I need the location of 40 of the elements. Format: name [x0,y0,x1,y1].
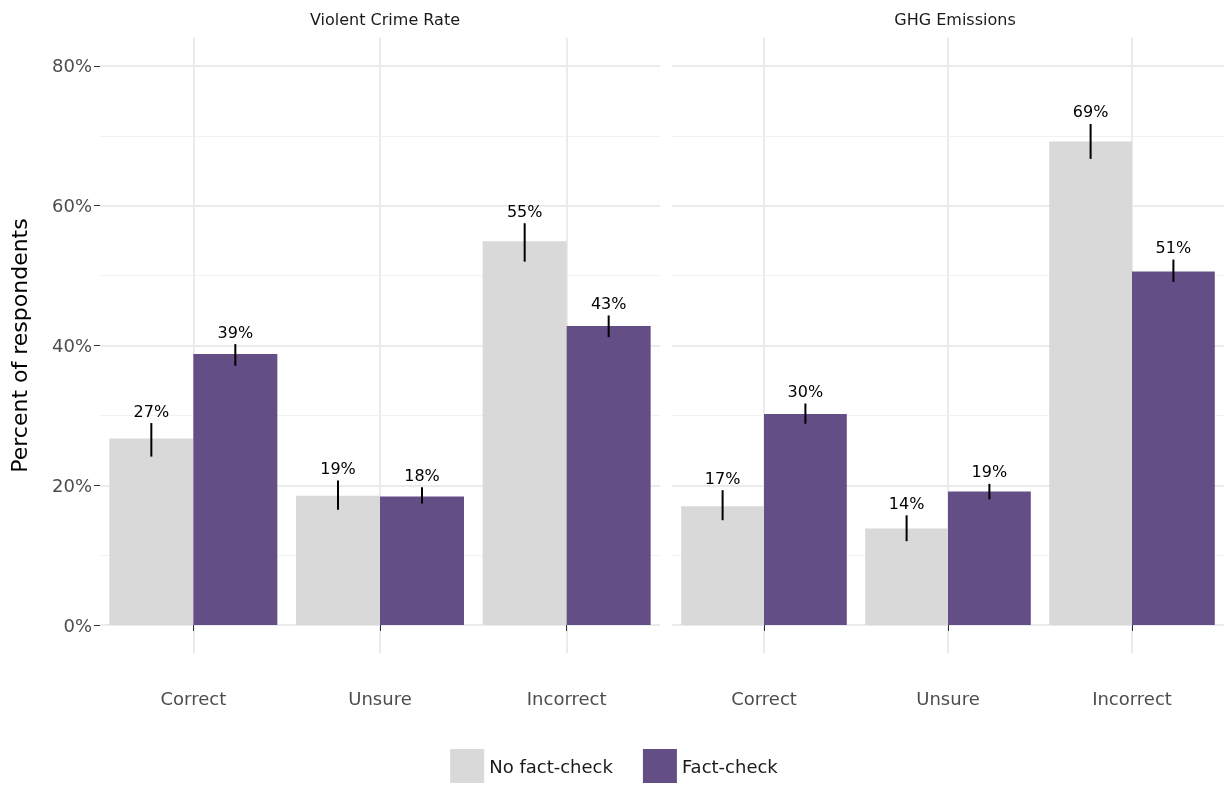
data-label: 19% [971,462,1008,482]
bar [764,413,847,626]
data-label: 18% [404,465,440,485]
data-label: 69% [1072,102,1109,122]
legend-label: No fact-check [489,755,614,777]
x-tick-label: Correct [731,687,797,709]
bar [948,491,1031,626]
x-tick-label: Incorrect [1092,687,1172,709]
bar [1132,271,1215,626]
data-label: 51% [1155,238,1192,258]
bar [1049,141,1132,626]
bar [109,438,194,626]
x-tick-label: Correct [160,687,227,709]
data-label: 55% [506,201,543,221]
x-tick-label: Unsure [916,687,980,709]
y-tick-label: 60% [51,195,92,217]
x-tick-label: Unsure [348,687,412,709]
data-label: 19% [320,458,356,478]
data-label: 43% [590,293,627,313]
bar [566,325,651,626]
x-tick-label: Incorrect [526,687,607,709]
data-label: 30% [787,382,824,402]
data-label: 17% [704,468,741,488]
bar [296,495,380,626]
legend-label: Fact-check [681,755,779,777]
chart-title: Violent Crime Rate [309,9,461,29]
y-tick-label: 80% [51,55,92,77]
y-tick-label: 40% [51,335,92,356]
bar [865,528,948,626]
data-label: 27% [133,401,170,421]
y-tick-label: 0% [63,614,92,636]
bar [482,241,567,626]
data-label: 14% [888,493,925,513]
y-axis-title: Percent of respondents [6,218,32,473]
chart-title: GHG Emissions [894,9,1016,29]
bar [380,496,464,626]
bar [681,506,764,626]
data-label: 39% [217,322,254,342]
y-tick-label: 20% [51,474,92,496]
bar [193,353,278,626]
